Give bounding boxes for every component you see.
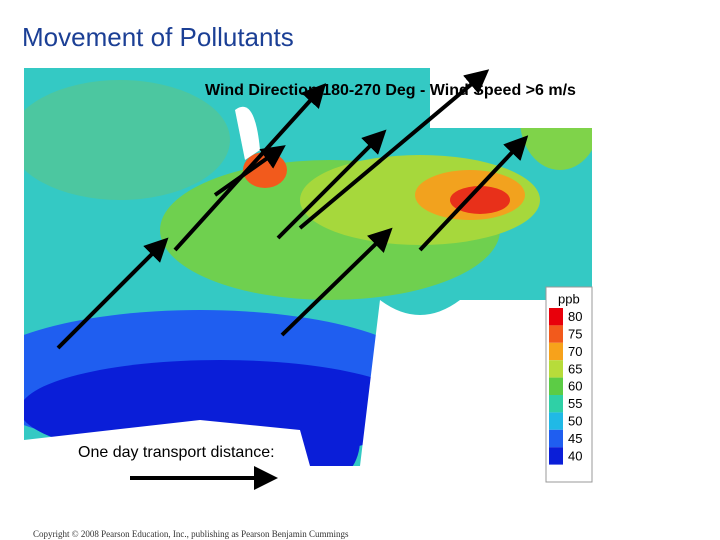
legend-swatch	[549, 377, 563, 395]
map-caption: Wind Direction 180-270 Deg - Wind Speed …	[205, 82, 576, 99]
legend-label: 45	[568, 431, 582, 446]
legend-label: 60	[568, 379, 582, 394]
wind-arrows	[56, 69, 529, 490]
transport-label: One day transport distance:	[78, 444, 275, 461]
legend-swatch	[549, 342, 563, 361]
legend-swatch	[549, 412, 563, 430]
legend-swatch	[549, 447, 563, 465]
legend-swatch	[549, 395, 563, 413]
legend-swatch	[549, 360, 563, 378]
legend-label: 65	[568, 361, 582, 376]
legend-swatch	[549, 429, 563, 448]
legend-swatch	[549, 325, 563, 343]
legend-label: 55	[568, 396, 582, 411]
legend-title: ppb	[558, 291, 580, 306]
legend-label: 75	[568, 327, 582, 342]
slide-title: Movement of Pollutants	[22, 22, 294, 52]
legend-label: 50	[568, 414, 582, 429]
legend-label: 70	[568, 344, 582, 359]
ozone-map	[24, 68, 592, 466]
legend-label: 40	[568, 448, 582, 463]
legend-swatch	[549, 308, 563, 326]
legend-label: 80	[568, 309, 582, 324]
footer: Copyright © 2008 Pearson Education, Inc.…	[33, 529, 349, 539]
legend: 80 75 70 65 60 55 50 45 40	[549, 308, 582, 465]
